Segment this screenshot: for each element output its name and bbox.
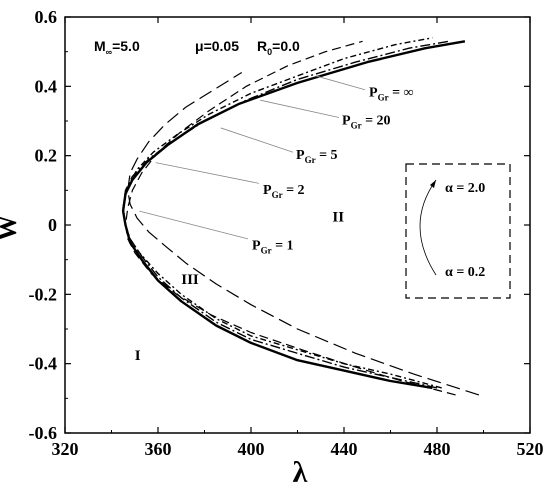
x-tick-label: 520	[517, 439, 544, 459]
series-line-dashed	[124, 40, 456, 396]
inset-box: α = 2.0 α = 0.2	[405, 163, 511, 299]
x-tick-label: 320	[52, 439, 79, 459]
y-tick-label: -0.2	[29, 284, 58, 304]
x-tick-label: 440	[331, 439, 358, 459]
series-line-dashdot	[122, 40, 449, 389]
inset-frame	[405, 163, 511, 299]
leader-line	[139, 210, 249, 240]
plot-frame	[64, 16, 531, 434]
y-tick-label: -0.4	[29, 354, 58, 374]
x-axis-title: λ	[293, 456, 308, 489]
region-label: II	[332, 210, 344, 226]
leader-line	[220, 127, 294, 153]
y-tick-label: 0.6	[35, 7, 58, 27]
y-tick-label: 0.2	[35, 146, 58, 166]
x-tick-label: 480	[424, 439, 451, 459]
ticks: 320 360 400 440 480 520 -0.6 -0.4 -0.2 0 0.2 0.4 0.6	[29, 7, 544, 459]
series-line-longdash	[127, 71, 480, 396]
pgr-label: PGr = 2	[263, 183, 305, 200]
mach-number: M∞=5.0	[94, 38, 140, 57]
alpha-top-label: α = 2.0	[445, 181, 485, 196]
x-tick-label: 400	[238, 439, 265, 459]
leader-line	[315, 75, 366, 91]
leader-line	[260, 99, 340, 118]
region-label: I	[135, 348, 141, 364]
y-tick-label: 0.4	[35, 76, 58, 96]
pgr-label: PGr = 20	[342, 113, 391, 130]
parameter-line: M∞=5.0 μ=0.05 R0=0.0	[94, 38, 300, 57]
alpha-arc	[419, 179, 437, 276]
series-group	[121, 37, 480, 396]
y-axis-title: W	[0, 215, 22, 241]
y-tick-label: 0	[48, 215, 57, 235]
y-tick-label: -0.6	[29, 423, 58, 443]
series-line-dashdot2	[122, 37, 442, 389]
region-label: III	[181, 272, 199, 288]
plot-area	[64, 16, 531, 434]
series-line-solid	[121, 40, 466, 390]
leader-line	[155, 162, 260, 184]
pgr-label: PGr = ∞	[369, 86, 414, 103]
alpha-arrowhead	[430, 180, 436, 188]
alpha-bottom-label: α = 0.2	[445, 265, 485, 280]
mu-value: μ=0.05	[195, 38, 239, 54]
r0-value: R0=0.0	[257, 38, 300, 57]
pgr-label: PGr = 5	[296, 148, 338, 165]
pgr-label: PGr = 1	[252, 238, 294, 255]
x-tick-label: 360	[145, 439, 172, 459]
